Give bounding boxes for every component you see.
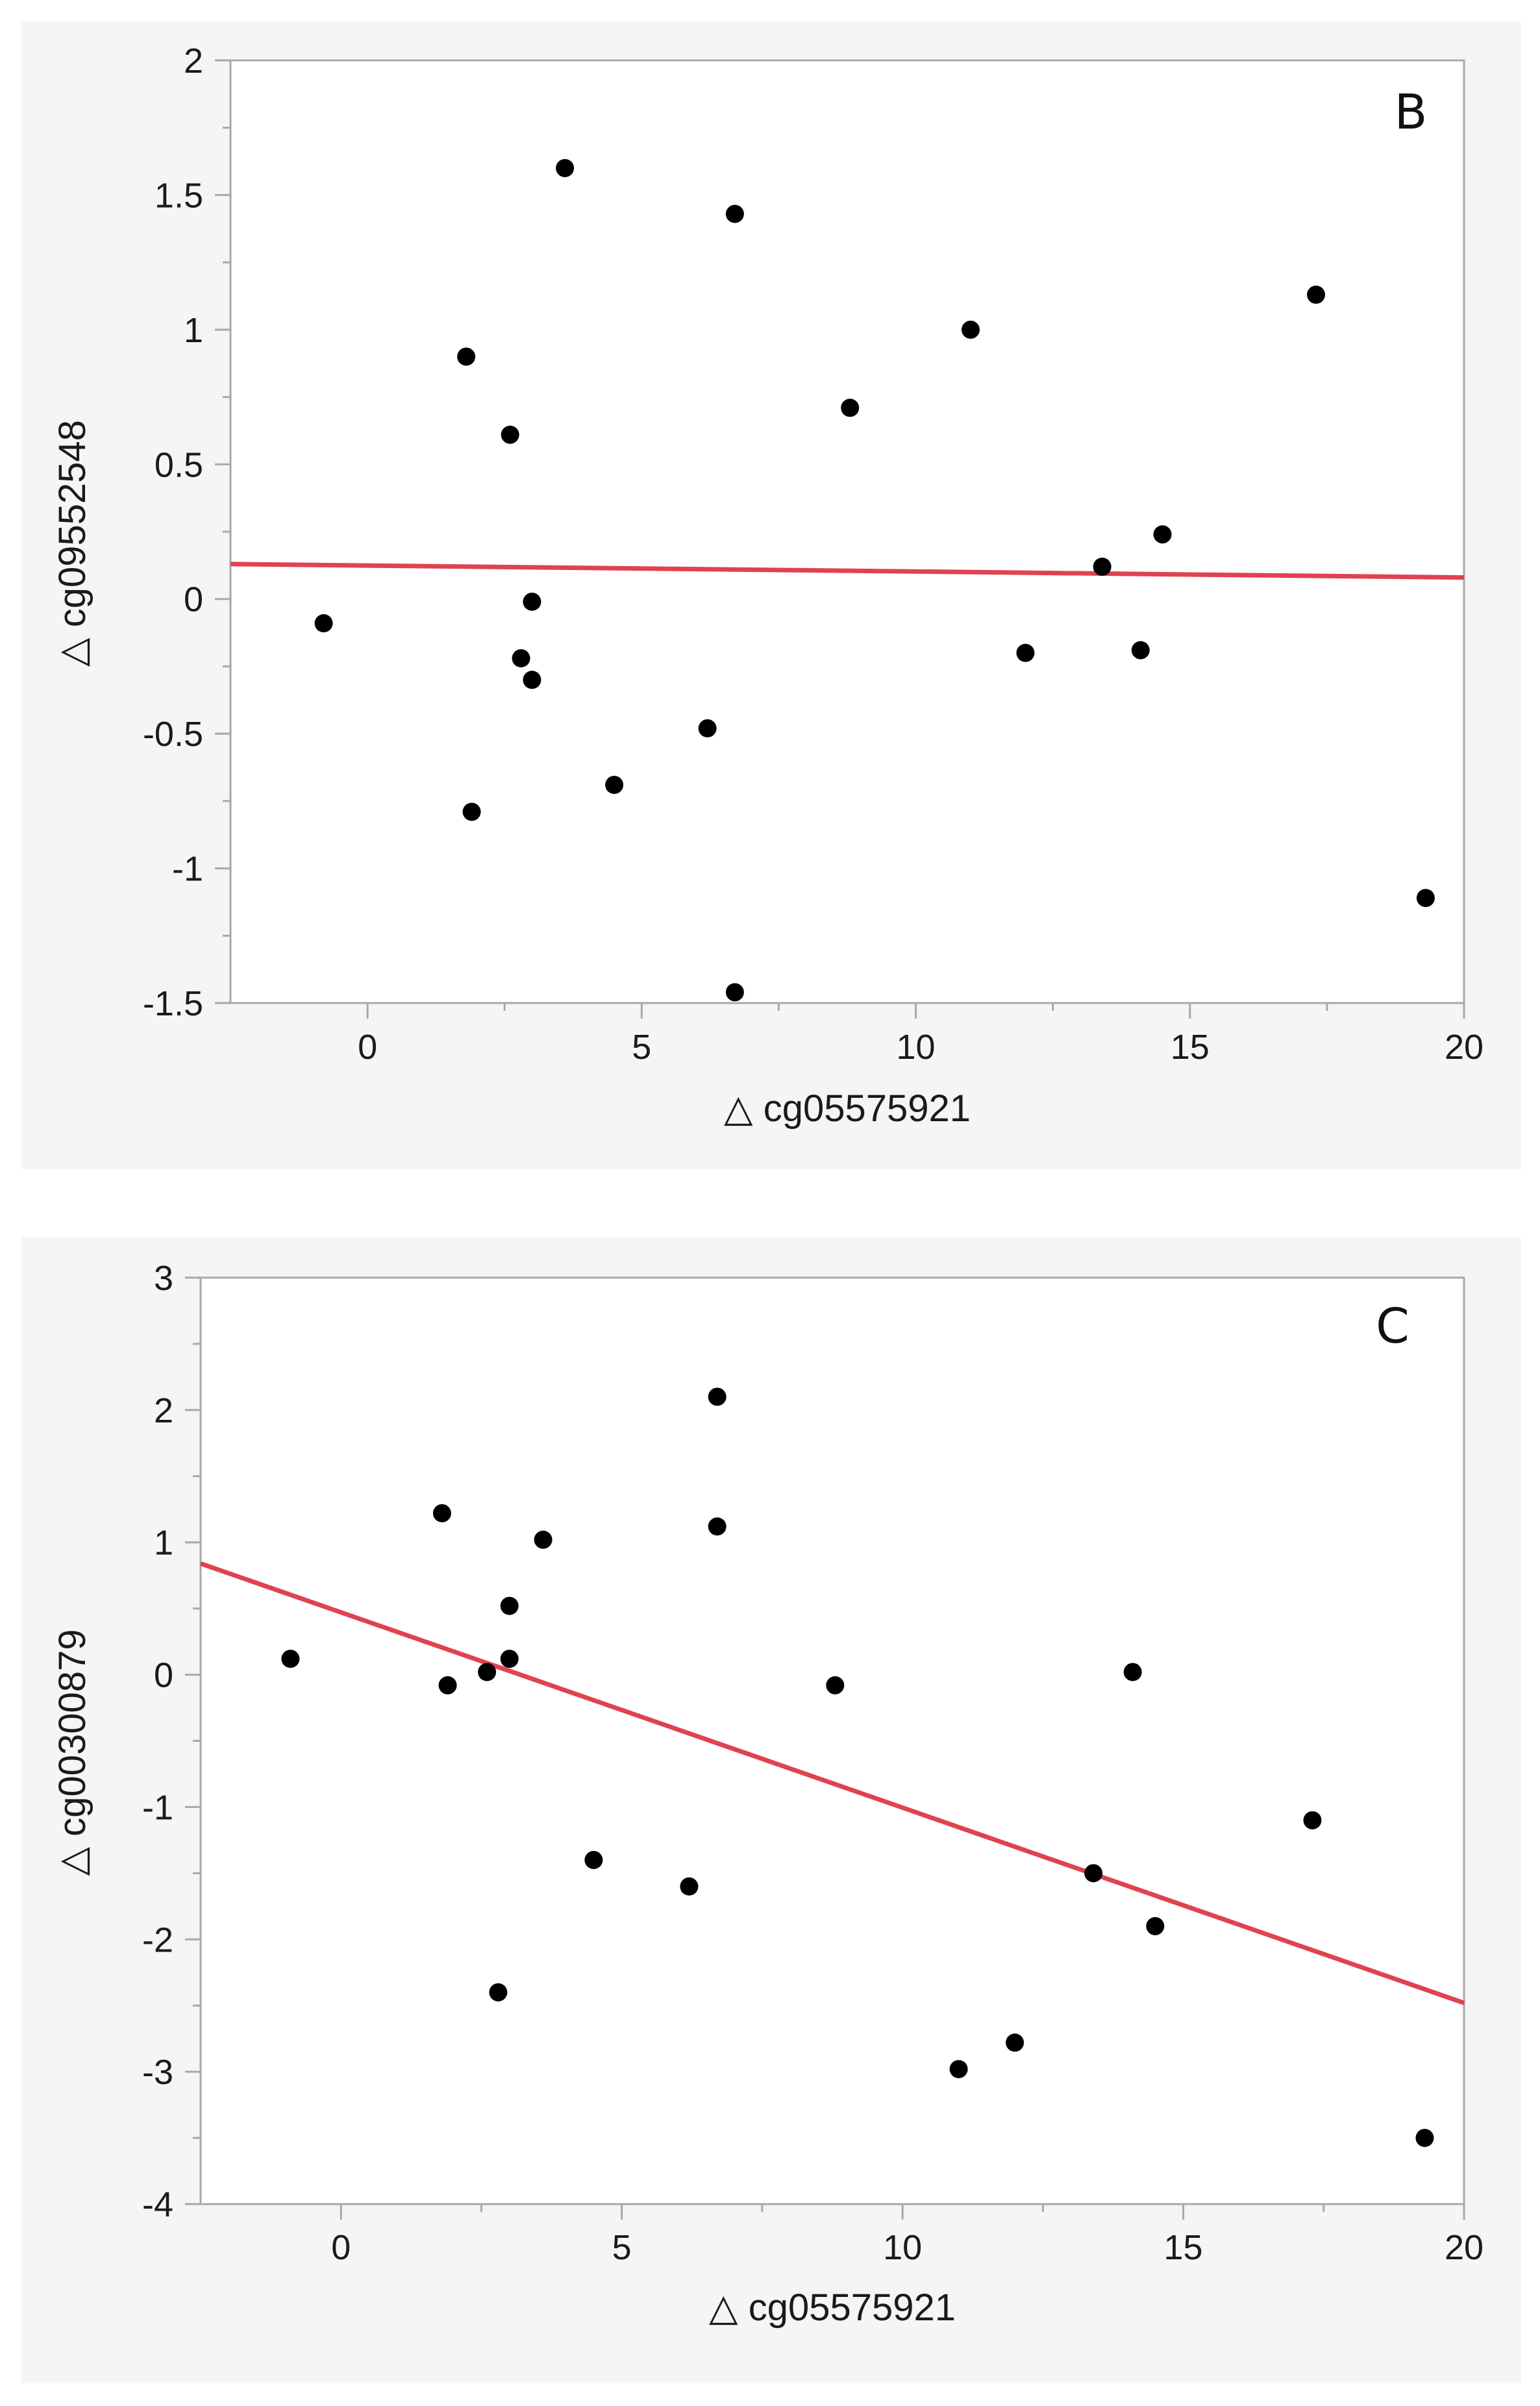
x-axis-title-c: △ cg05575921 — [709, 2287, 956, 2329]
x-tick-label-c: 15 — [1164, 2228, 1203, 2267]
data-point-b — [698, 719, 717, 738]
data-point-c — [949, 2060, 968, 2079]
data-point-c — [1084, 1864, 1103, 1883]
data-point-c — [1146, 1916, 1165, 1935]
scatter-plot-b: -1.5-1-0.500.511.520 5 10 15 20△ cg05575921△… — [51, 42, 1484, 1130]
fit-line-c — [199, 1561, 1465, 2005]
panel-letter-c: C — [1376, 1298, 1410, 1354]
x-tick-label-c: 10 — [883, 2228, 922, 2267]
data-point-c — [708, 1387, 727, 1406]
y-tick-label-b: -0.5 — [143, 715, 203, 754]
data-point-b — [605, 775, 624, 794]
y-axis-title-c: △ cg00300879 — [51, 1629, 93, 1876]
data-point-c — [432, 1504, 451, 1522]
data-point-c — [1415, 2129, 1434, 2148]
data-point-b — [725, 983, 744, 1002]
data-point-b — [725, 205, 744, 223]
y-tick-label-b: 1 — [184, 311, 203, 350]
y-tick-label-c: 3 — [154, 1259, 173, 1298]
data-point-c — [1006, 2033, 1025, 2052]
data-point-b — [841, 399, 860, 417]
data-point-c — [438, 1676, 457, 1694]
y-tick-label-c: 2 — [154, 1391, 173, 1430]
plot-area-c — [199, 1276, 1465, 2205]
scatter-panel-b: -1.5 -1 -0.5 0 0.5 1 1.5 2 0 5 10 15 20 △ cg05575921 △… — [21, 21, 1521, 1169]
data-point-b — [457, 347, 476, 366]
data-point-c — [708, 1517, 727, 1536]
y-tick-label-c: 0 — [154, 1656, 173, 1695]
data-point-b — [1307, 285, 1325, 304]
x-tick-label-b: 20 — [1445, 1028, 1484, 1067]
y-tick-label-c: 1 — [154, 1524, 173, 1563]
data-point-b — [556, 158, 575, 177]
data-point-b — [1093, 557, 1112, 576]
data-point-c — [281, 1650, 300, 1668]
data-point-b — [512, 649, 530, 667]
x-tick-label-b: 15 — [1171, 1028, 1210, 1067]
data-point-b — [462, 802, 481, 821]
plot-area-b — [229, 59, 1465, 1004]
data-point-b — [1016, 643, 1035, 662]
y-axis-title-b: △ cg09552548 — [51, 420, 93, 667]
y-tick-label-b: 1.5 — [155, 176, 203, 215]
data-point-b — [523, 671, 541, 689]
x-tick-label-c: 20 — [1445, 2228, 1484, 2267]
data-point-b — [501, 425, 519, 444]
data-point-b — [523, 592, 541, 611]
x-axis-title-b: △ cg05575921 — [724, 1087, 971, 1130]
x-tick-label-b: 0 — [358, 1028, 377, 1067]
y-tick-label-b: 2 — [184, 42, 203, 81]
panel-letter-b: B — [1395, 84, 1428, 140]
scatter-plot-c: -4 -3 -2 -1 0 1 2 3 0 5 10 15 20 △ cg05575921 △ cg0030… — [51, 1259, 1484, 2329]
data-point-c — [1303, 1811, 1322, 1829]
y-tick-label-c: -2 — [142, 1920, 173, 1959]
data-point-b — [1416, 889, 1435, 908]
x-tick-label-b: 10 — [897, 1028, 936, 1067]
y-tick-label-c: -4 — [142, 2185, 173, 2224]
data-point-c — [534, 1530, 553, 1549]
data-point-c — [1123, 1663, 1142, 1681]
y-tick-label-b: -1 — [172, 850, 203, 889]
fit-line-b — [230, 562, 1465, 580]
data-point-c — [826, 1676, 845, 1694]
data-point-c — [500, 1596, 519, 1615]
x-tick-label-c: 0 — [331, 2228, 351, 2267]
x-tick-label-b: 5 — [632, 1028, 651, 1067]
scatter-panel-c: -4 -3 -2 -1 0 1 2 3 0 5 10 15 20 △ cg05575921 △ cg0030… — [21, 1237, 1521, 2383]
data-point-b — [314, 614, 333, 633]
data-point-b — [1153, 525, 1172, 544]
data-point-b — [1131, 641, 1150, 660]
data-point-c — [489, 1983, 508, 2002]
data-point-b — [962, 320, 980, 339]
data-point-c — [680, 1877, 699, 1896]
data-point-c — [500, 1650, 519, 1668]
data-point-c — [478, 1663, 497, 1681]
y-tick-label-c: -3 — [142, 2053, 173, 2092]
y-tick-label-b: 0.5 — [155, 445, 203, 484]
y-tick-label-b: 0 — [184, 580, 203, 619]
y-tick-label-c: -1 — [142, 1788, 173, 1827]
data-point-c — [584, 1850, 603, 1869]
x-tick-label-c: 5 — [612, 2228, 632, 2267]
y-tick-label-b: -1.5 — [143, 984, 203, 1023]
